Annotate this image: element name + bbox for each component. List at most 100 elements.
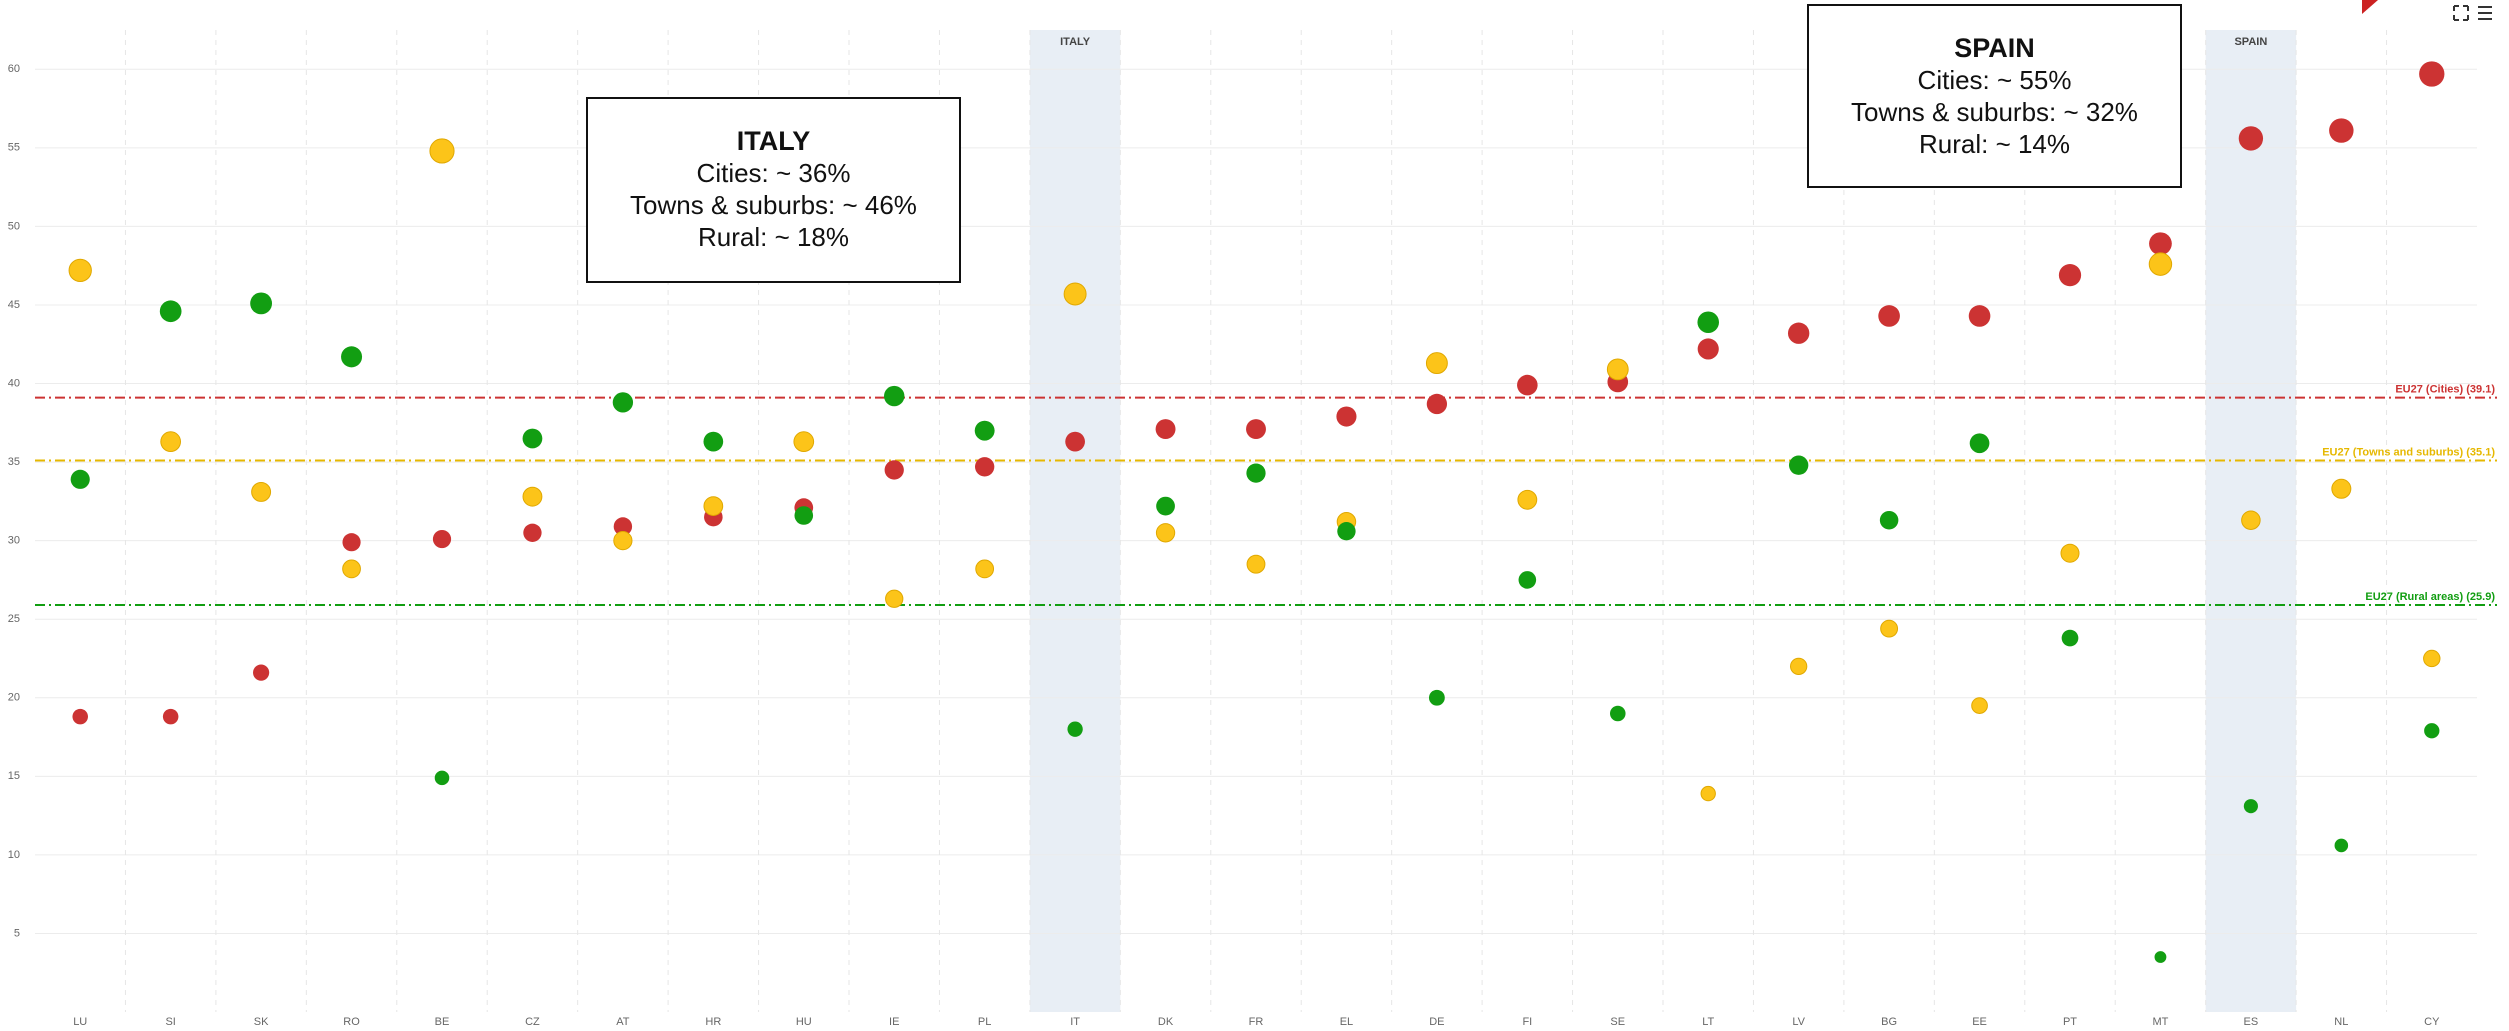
x-tick-label: MT — [2152, 1016, 2168, 1028]
data-point — [68, 258, 92, 283]
y-tick-label: 55 — [8, 142, 20, 154]
data-point — [975, 457, 995, 477]
data-point — [1063, 282, 1087, 306]
data-point — [2424, 723, 2440, 739]
x-tick-label: SI — [165, 1016, 175, 1028]
data-point — [703, 496, 724, 516]
data-point — [613, 517, 633, 536]
data-point — [613, 531, 633, 551]
data-point — [1609, 705, 1626, 722]
data-point — [703, 431, 724, 452]
data-point — [1425, 352, 1448, 375]
data-point — [1246, 419, 1266, 440]
x-tick-label: RO — [343, 1016, 360, 1028]
x-tick-label: IT — [1070, 1016, 1080, 1028]
reference-label: EU27 (Cities) (39.1) — [2395, 384, 2495, 396]
data-point — [1067, 721, 1083, 737]
highlight-band — [1029, 30, 1121, 1012]
annotation-box — [586, 97, 961, 283]
fullscreen-icon[interactable] — [2453, 5, 2469, 21]
data-point — [1968, 305, 1991, 327]
x-tick-label: CZ — [525, 1016, 540, 1028]
x-tick-label: LT — [1702, 1016, 1714, 1028]
data-point — [1790, 657, 1808, 675]
y-tick-label: 20 — [8, 692, 20, 704]
data-point — [522, 486, 543, 507]
data-point — [162, 708, 179, 725]
x-tick-label: ES — [2244, 1016, 2259, 1028]
x-tick-label: EL — [1340, 1016, 1353, 1028]
data-point — [612, 392, 634, 413]
x-tick-label: AT — [616, 1016, 630, 1028]
data-point — [250, 292, 273, 315]
y-tick-label: 15 — [8, 770, 20, 782]
data-point — [159, 300, 182, 323]
data-point — [1517, 489, 1538, 510]
corner-flag — [2362, 0, 2378, 14]
y-tick-label: 40 — [8, 377, 20, 389]
x-tick-label: IE — [889, 1016, 899, 1028]
data-point — [2329, 118, 2354, 143]
data-point — [1879, 510, 1899, 530]
annotation-title: SPAIN — [1954, 33, 2035, 63]
y-tick-label: 50 — [8, 220, 20, 232]
data-point — [2238, 126, 2264, 151]
x-tick-label: FI — [1522, 1016, 1532, 1028]
data-point — [1336, 406, 1357, 427]
data-point — [2243, 799, 2258, 814]
data-point — [523, 523, 542, 542]
data-point — [1426, 393, 1448, 415]
data-point — [885, 589, 904, 608]
data-point — [1697, 338, 1719, 360]
data-point — [2149, 232, 2172, 256]
x-tick-label: PL — [978, 1016, 991, 1028]
data-point — [2334, 838, 2349, 853]
x-tick-label: NL — [2334, 1016, 2348, 1028]
y-tick-label: 45 — [8, 299, 20, 311]
data-point — [253, 664, 270, 681]
data-point — [884, 460, 904, 480]
data-point — [2419, 61, 2445, 87]
annotation-box — [1807, 4, 2182, 188]
data-point — [434, 770, 450, 786]
annotation-line: Cities: ~ 36% — [697, 158, 851, 188]
x-tick-label: DE — [1429, 1016, 1444, 1028]
data-point — [1517, 374, 1538, 396]
data-point — [1700, 785, 1716, 802]
data-point — [342, 533, 361, 552]
annotation-line: Rural: ~ 14% — [1919, 129, 2070, 159]
data-point — [793, 431, 815, 453]
data-point — [160, 431, 182, 453]
x-tick-label: SK — [254, 1016, 269, 1028]
x-tick-label: SE — [1610, 1016, 1625, 1028]
data-point — [2154, 951, 2167, 963]
annotation-line: Rural: ~ 18% — [698, 222, 849, 252]
x-tick-label: HR — [705, 1016, 721, 1028]
data-point — [1156, 496, 1175, 516]
y-tick-label: 60 — [8, 63, 20, 75]
x-tick-label: EE — [1972, 1016, 1987, 1028]
y-tick-label: 10 — [8, 849, 20, 861]
data-point — [974, 420, 995, 441]
data-point — [1880, 619, 1899, 638]
data-point — [794, 506, 814, 525]
x-tick-label: BE — [435, 1016, 450, 1028]
data-point — [1337, 522, 1356, 541]
x-tick-label: CY — [2424, 1016, 2440, 1028]
reference-label: EU27 (Rural areas) (25.9) — [2365, 591, 2495, 603]
data-point — [1246, 554, 1266, 574]
y-tick-label: 25 — [8, 613, 20, 625]
data-point — [1969, 433, 1990, 454]
menu-icon[interactable] — [2478, 6, 2492, 20]
data-point — [2060, 543, 2080, 563]
data-point — [1971, 697, 1988, 714]
data-point — [341, 346, 363, 368]
data-point — [522, 428, 543, 449]
x-tick-label: LV — [1792, 1016, 1805, 1028]
y-tick-label: 30 — [8, 535, 20, 547]
data-point — [1787, 322, 1810, 344]
highlight-label: ITALY — [1060, 36, 1091, 48]
data-point — [251, 481, 272, 502]
data-point — [2061, 629, 2079, 647]
